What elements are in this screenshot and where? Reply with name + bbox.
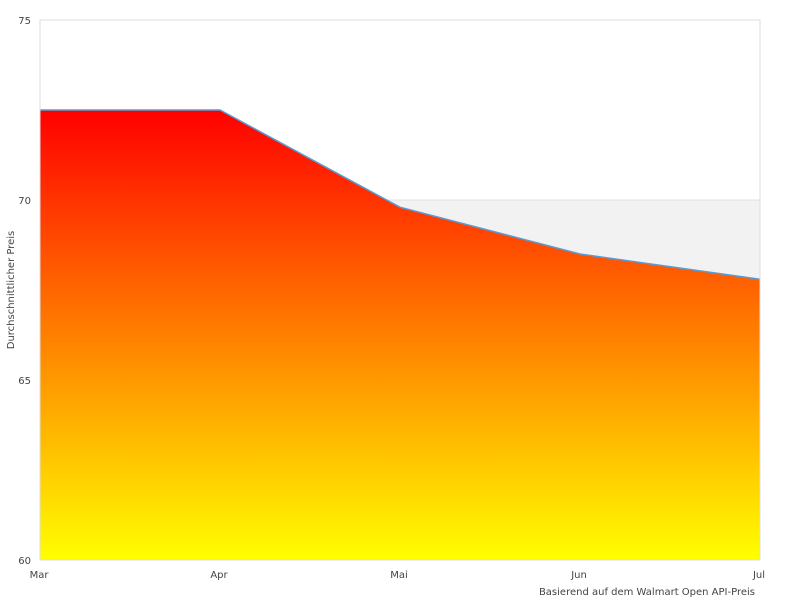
- x-tick-label: Jun: [570, 570, 587, 581]
- area-fill: [40, 110, 760, 560]
- x-tick-label: Jul: [752, 570, 765, 581]
- y-tick-label: 70: [18, 196, 31, 207]
- x-axis-label: Basierend auf dem Walmart Open API-Preis: [539, 587, 755, 598]
- y-tick-label: 65: [18, 376, 31, 387]
- x-tick-label: Mar: [30, 570, 50, 581]
- plot-frame: [39, 19, 761, 561]
- series-line: [40, 109, 761, 280]
- y-axis-label: Durchschnittlicher Preis: [6, 231, 17, 350]
- y-tick-label: 75: [18, 16, 31, 27]
- x-tick-label: Mai: [390, 570, 408, 581]
- x-tick-label: Apr: [210, 570, 228, 581]
- y-tick-label: 60: [18, 556, 31, 567]
